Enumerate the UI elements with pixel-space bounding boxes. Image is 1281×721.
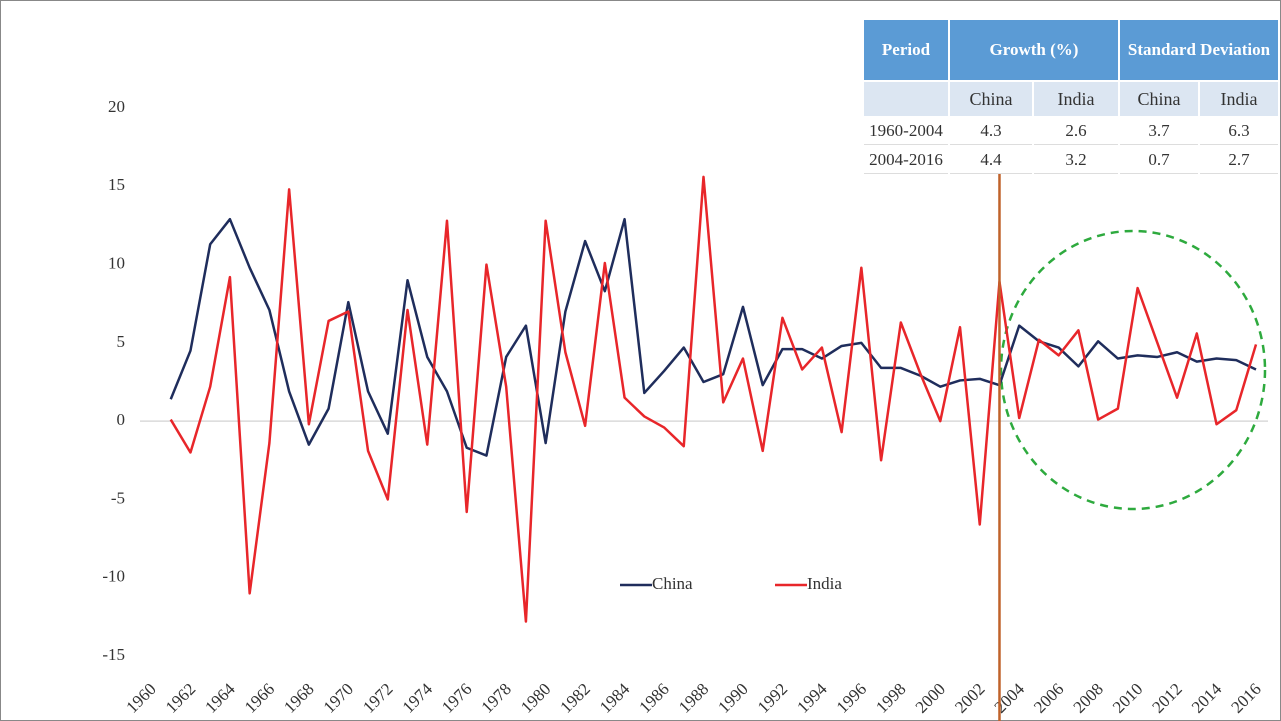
x-tick-label: 1980 [517,679,554,716]
y-tick-label: -10 [102,567,125,586]
x-tick-label: 1996 [833,679,870,716]
highlight-ellipse [999,229,1267,511]
y-tick-label: 10 [108,253,125,272]
y-tick-label: 0 [117,410,126,429]
x-tick-label: 2000 [912,679,949,716]
x-tick-label: 2002 [951,679,988,716]
table-cell [864,82,948,116]
stats-table: Period Growth (%) Standard Deviation Chi… [862,18,1280,176]
table-cell: 2.6 [1034,118,1118,145]
x-tick-label: 1976 [438,679,475,716]
table-subheader: India [1034,82,1118,116]
table-cell: 3.7 [1120,118,1198,145]
x-tick-label: 1972 [359,679,396,716]
x-tick-label: 1968 [280,679,317,716]
x-tick-label: 2008 [1069,679,1106,716]
y-tick-label: 15 [108,175,125,194]
table-header: Period [864,20,948,80]
table-subheader: China [1120,82,1198,116]
x-tick-label: 1990 [714,679,751,716]
table-cell: 2.7 [1200,147,1278,174]
table-header: Growth (%) [950,20,1118,80]
x-tick-label: 1970 [320,679,357,716]
x-tick-label: 2004 [991,679,1029,717]
legend-label: China [652,574,693,593]
x-tick-label: 1984 [596,679,634,717]
y-tick-label: -15 [102,645,125,664]
x-tick-label: 1966 [241,679,278,716]
x-tick-label: 1994 [793,679,831,717]
x-tick-label: 1964 [201,679,239,717]
series-line [169,175,1258,623]
table-header: Standard Deviation [1120,20,1278,80]
x-tick-label: 2016 [1227,679,1264,716]
x-tick-label: 1960 [122,679,159,716]
x-tick-label: 2006 [1030,679,1067,716]
table-cell: 1960-2004 [864,118,948,145]
table-subheader: India [1200,82,1278,116]
legend-label: India [807,574,842,593]
y-tick-label: 5 [117,332,126,351]
x-tick-label: 1988 [675,679,712,716]
x-tick-label: 1978 [478,679,515,716]
x-tick-label: 1974 [399,679,437,717]
x-tick-label: 2012 [1148,679,1185,716]
y-tick-label: -5 [111,488,125,507]
x-tick-label: 1986 [635,679,672,716]
table-cell: 3.2 [1034,147,1118,174]
y-tick-label: 20 [108,97,125,116]
x-tick-label: 2010 [1109,679,1146,716]
table-subheader: China [950,82,1032,116]
x-tick-label: 1998 [872,679,909,716]
series-line [169,217,1257,457]
x-tick-label: 1992 [754,679,791,716]
x-tick-label: 1962 [162,679,199,716]
table-cell: 6.3 [1200,118,1278,145]
x-tick-label: 1982 [556,679,593,716]
x-tick-label: 2014 [1188,679,1226,717]
table-cell: 2004-2016 [864,147,948,174]
table-cell: 4.4 [950,147,1032,174]
table-cell: 4.3 [950,118,1032,145]
table-cell: 0.7 [1120,147,1198,174]
